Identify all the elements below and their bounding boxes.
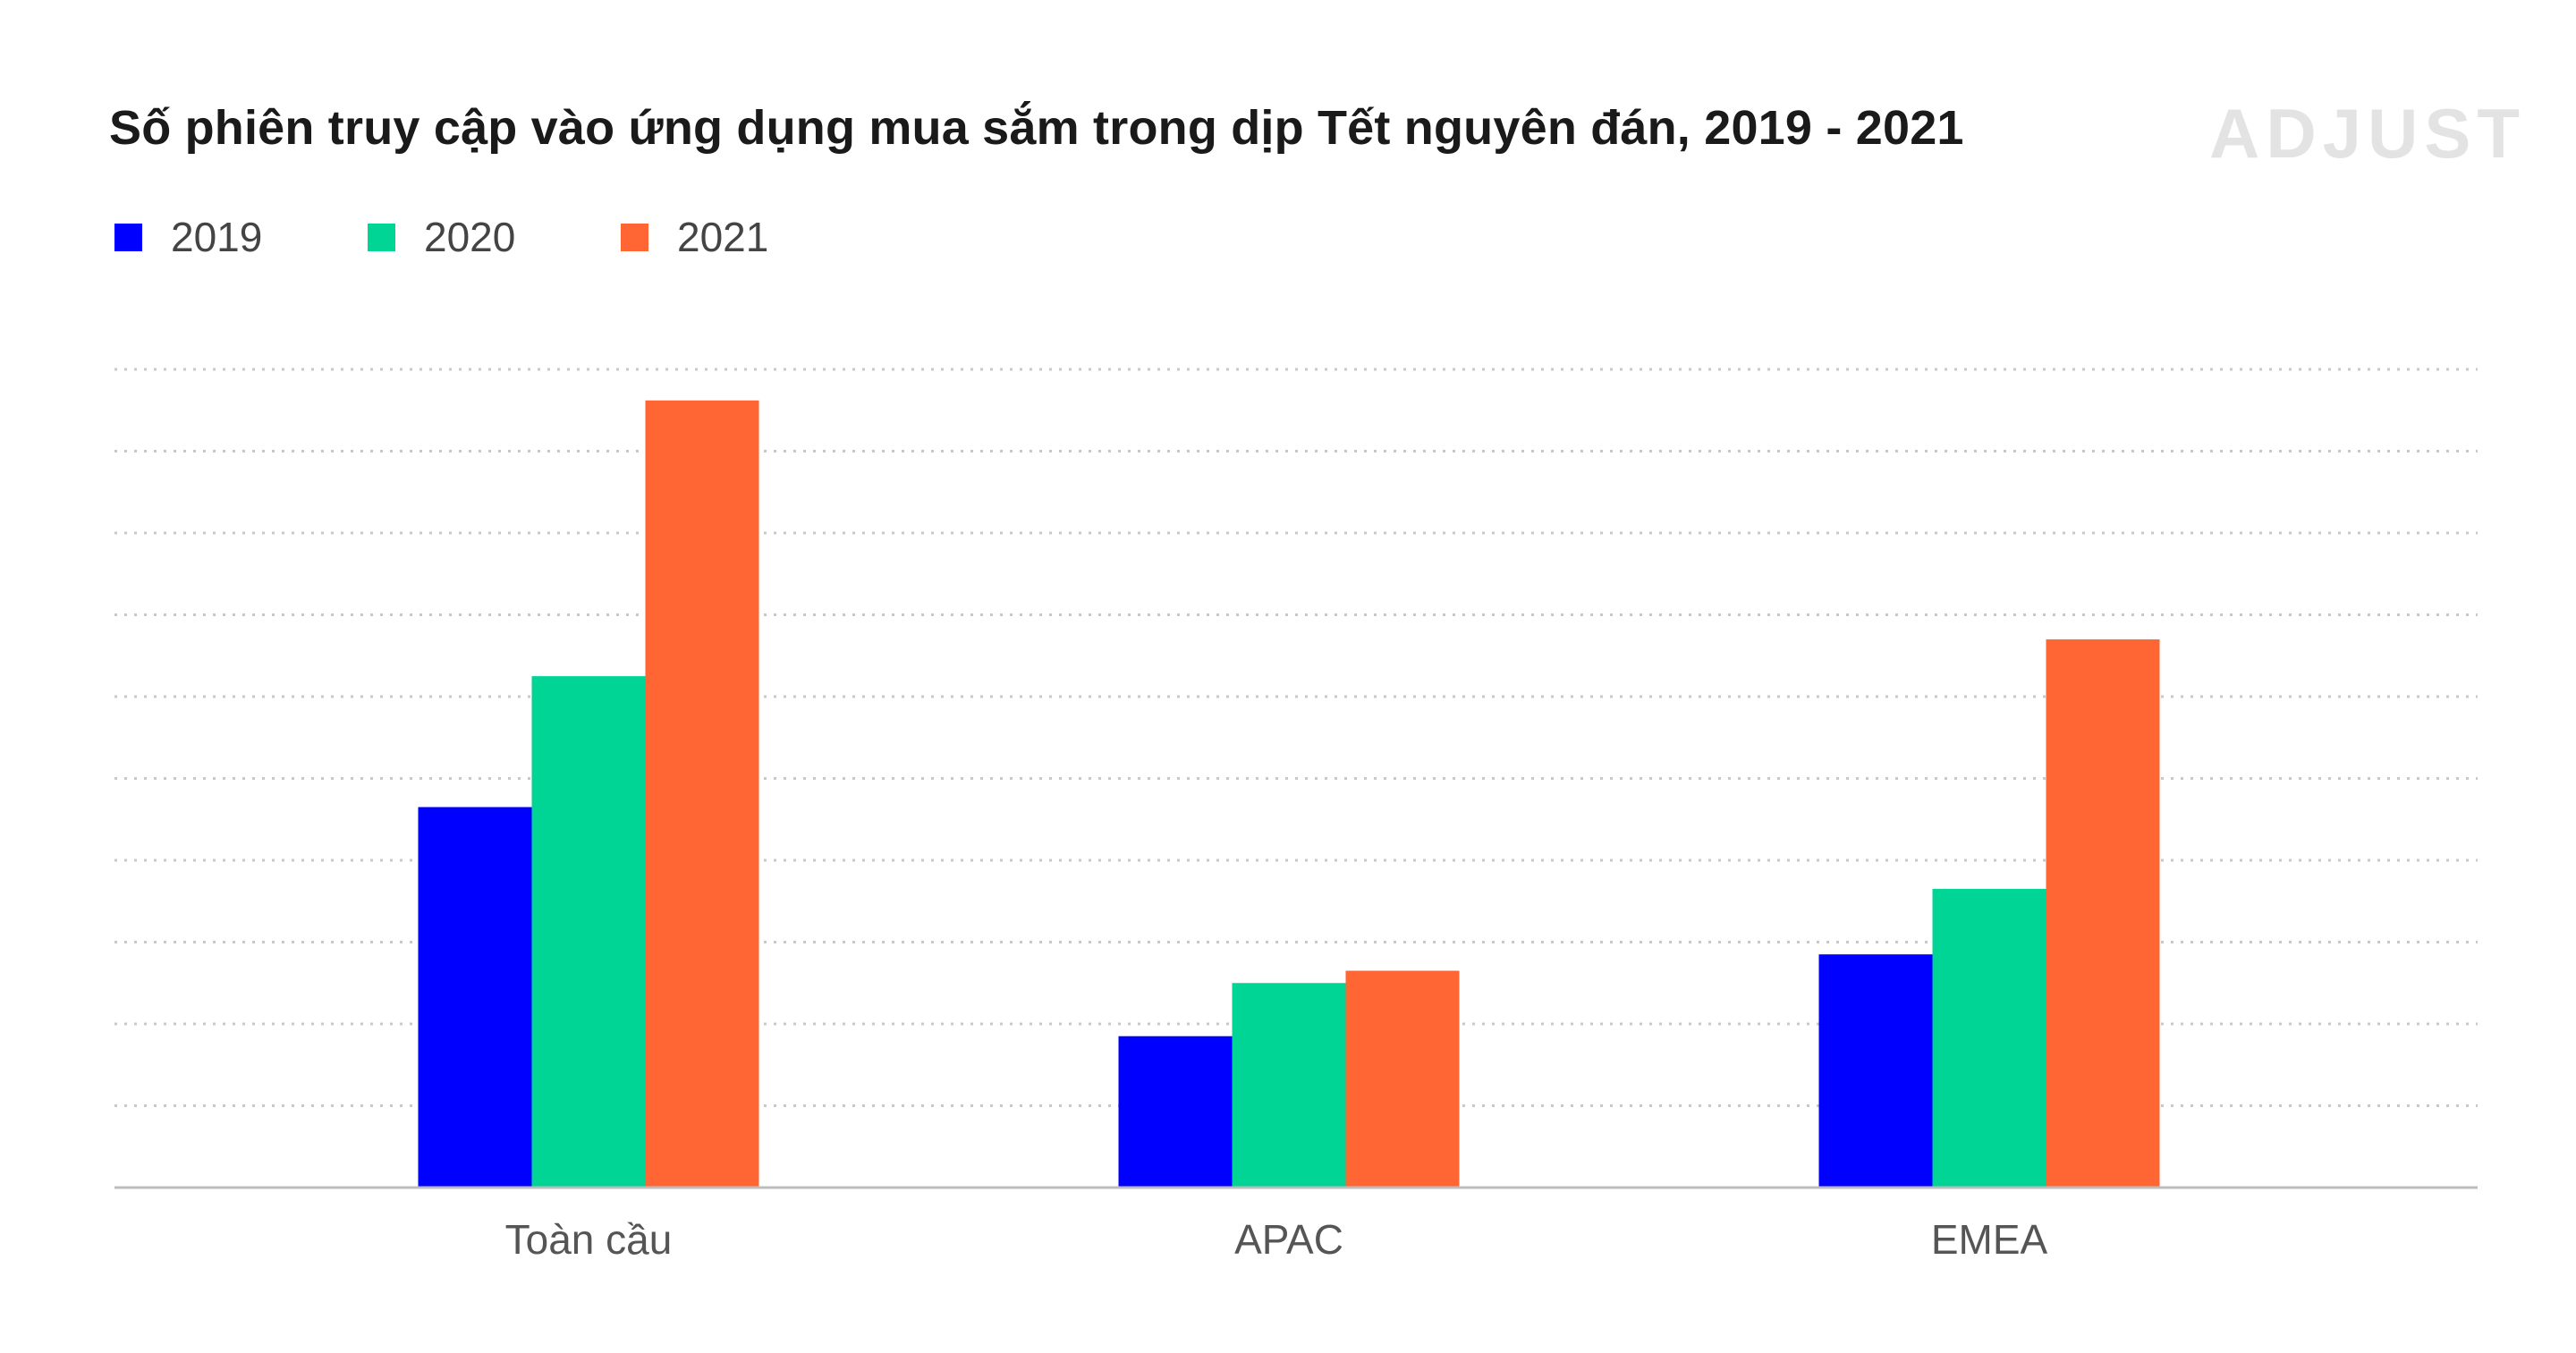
legend-swatch-2019	[114, 223, 142, 251]
bar-2019-1	[1118, 1036, 1233, 1188]
x-tick-label: EMEA	[1931, 1216, 2048, 1263]
legend-label-2019: 2019	[171, 214, 263, 260]
legend: 2019 2020 2021	[114, 213, 874, 261]
bar-2020-0	[531, 676, 646, 1188]
chart-title: Số phiên truy cập vào ứng dụng mua sắm t…	[109, 101, 1964, 155]
bar-2019-0	[418, 807, 532, 1188]
legend-label-2020: 2020	[424, 214, 516, 260]
x-tick-label: APAC	[1234, 1216, 1343, 1263]
bar-2021-2	[2046, 638, 2160, 1188]
bar-2020-1	[1232, 983, 1346, 1188]
legend-swatch-2020	[368, 223, 395, 251]
adjust-logo: ADJUST	[2209, 94, 2527, 173]
legend-label-2021: 2021	[677, 214, 769, 260]
bar-2021-1	[1345, 970, 1460, 1188]
legend-item-2020: 2020	[368, 213, 621, 261]
bar-2019-2	[1818, 954, 1933, 1188]
x-tick-label: Toàn cầu	[505, 1216, 673, 1263]
legend-swatch-2021	[621, 223, 648, 251]
legend-item-2021: 2021	[621, 213, 874, 261]
legend-item-2019: 2019	[114, 213, 368, 261]
bar-2021-0	[645, 400, 759, 1188]
bar-2020-2	[1932, 889, 2046, 1188]
